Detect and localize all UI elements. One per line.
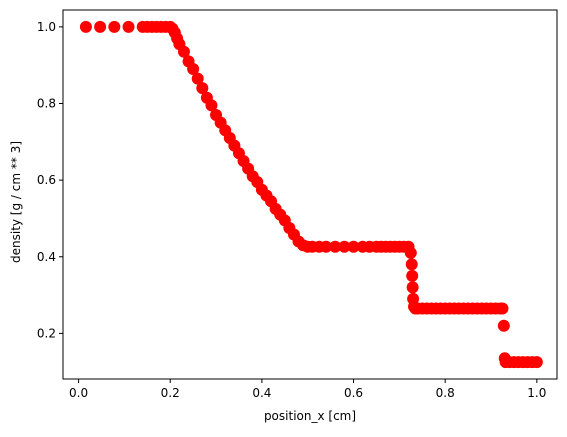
point bbox=[406, 281, 419, 294]
point bbox=[329, 240, 342, 253]
y-tick-label: 0.2 bbox=[37, 326, 56, 340]
point bbox=[191, 72, 204, 85]
y-tick-label: 0.6 bbox=[37, 173, 56, 187]
point bbox=[496, 302, 509, 315]
x-tick-label: 1.0 bbox=[527, 386, 546, 400]
point bbox=[196, 82, 209, 95]
point bbox=[405, 258, 418, 271]
x-axis-label: position_x [cm] bbox=[264, 409, 356, 423]
point bbox=[497, 319, 510, 332]
point bbox=[320, 240, 333, 253]
point bbox=[406, 269, 419, 282]
point bbox=[205, 99, 218, 112]
y-tick-label: 1.0 bbox=[37, 20, 56, 34]
x-tick-label: 0.6 bbox=[344, 386, 363, 400]
point bbox=[404, 246, 417, 259]
point bbox=[122, 20, 135, 33]
x-tick-label: 0.4 bbox=[252, 386, 271, 400]
point bbox=[79, 20, 92, 33]
point bbox=[177, 45, 190, 58]
x-tick-label: 0.8 bbox=[436, 386, 455, 400]
point bbox=[108, 20, 121, 33]
point bbox=[338, 240, 351, 253]
point bbox=[187, 63, 200, 76]
x-tick-label: 0.0 bbox=[69, 386, 88, 400]
point bbox=[347, 240, 360, 253]
y-axis-label: density [g / cm ** 3] bbox=[9, 141, 23, 263]
point bbox=[94, 20, 107, 33]
y-tick-label: 0.8 bbox=[37, 96, 56, 110]
plot-frame bbox=[62, 9, 558, 380]
x-tick-label: 0.2 bbox=[161, 386, 180, 400]
y-tick-label: 0.4 bbox=[37, 250, 56, 264]
point bbox=[530, 356, 543, 369]
